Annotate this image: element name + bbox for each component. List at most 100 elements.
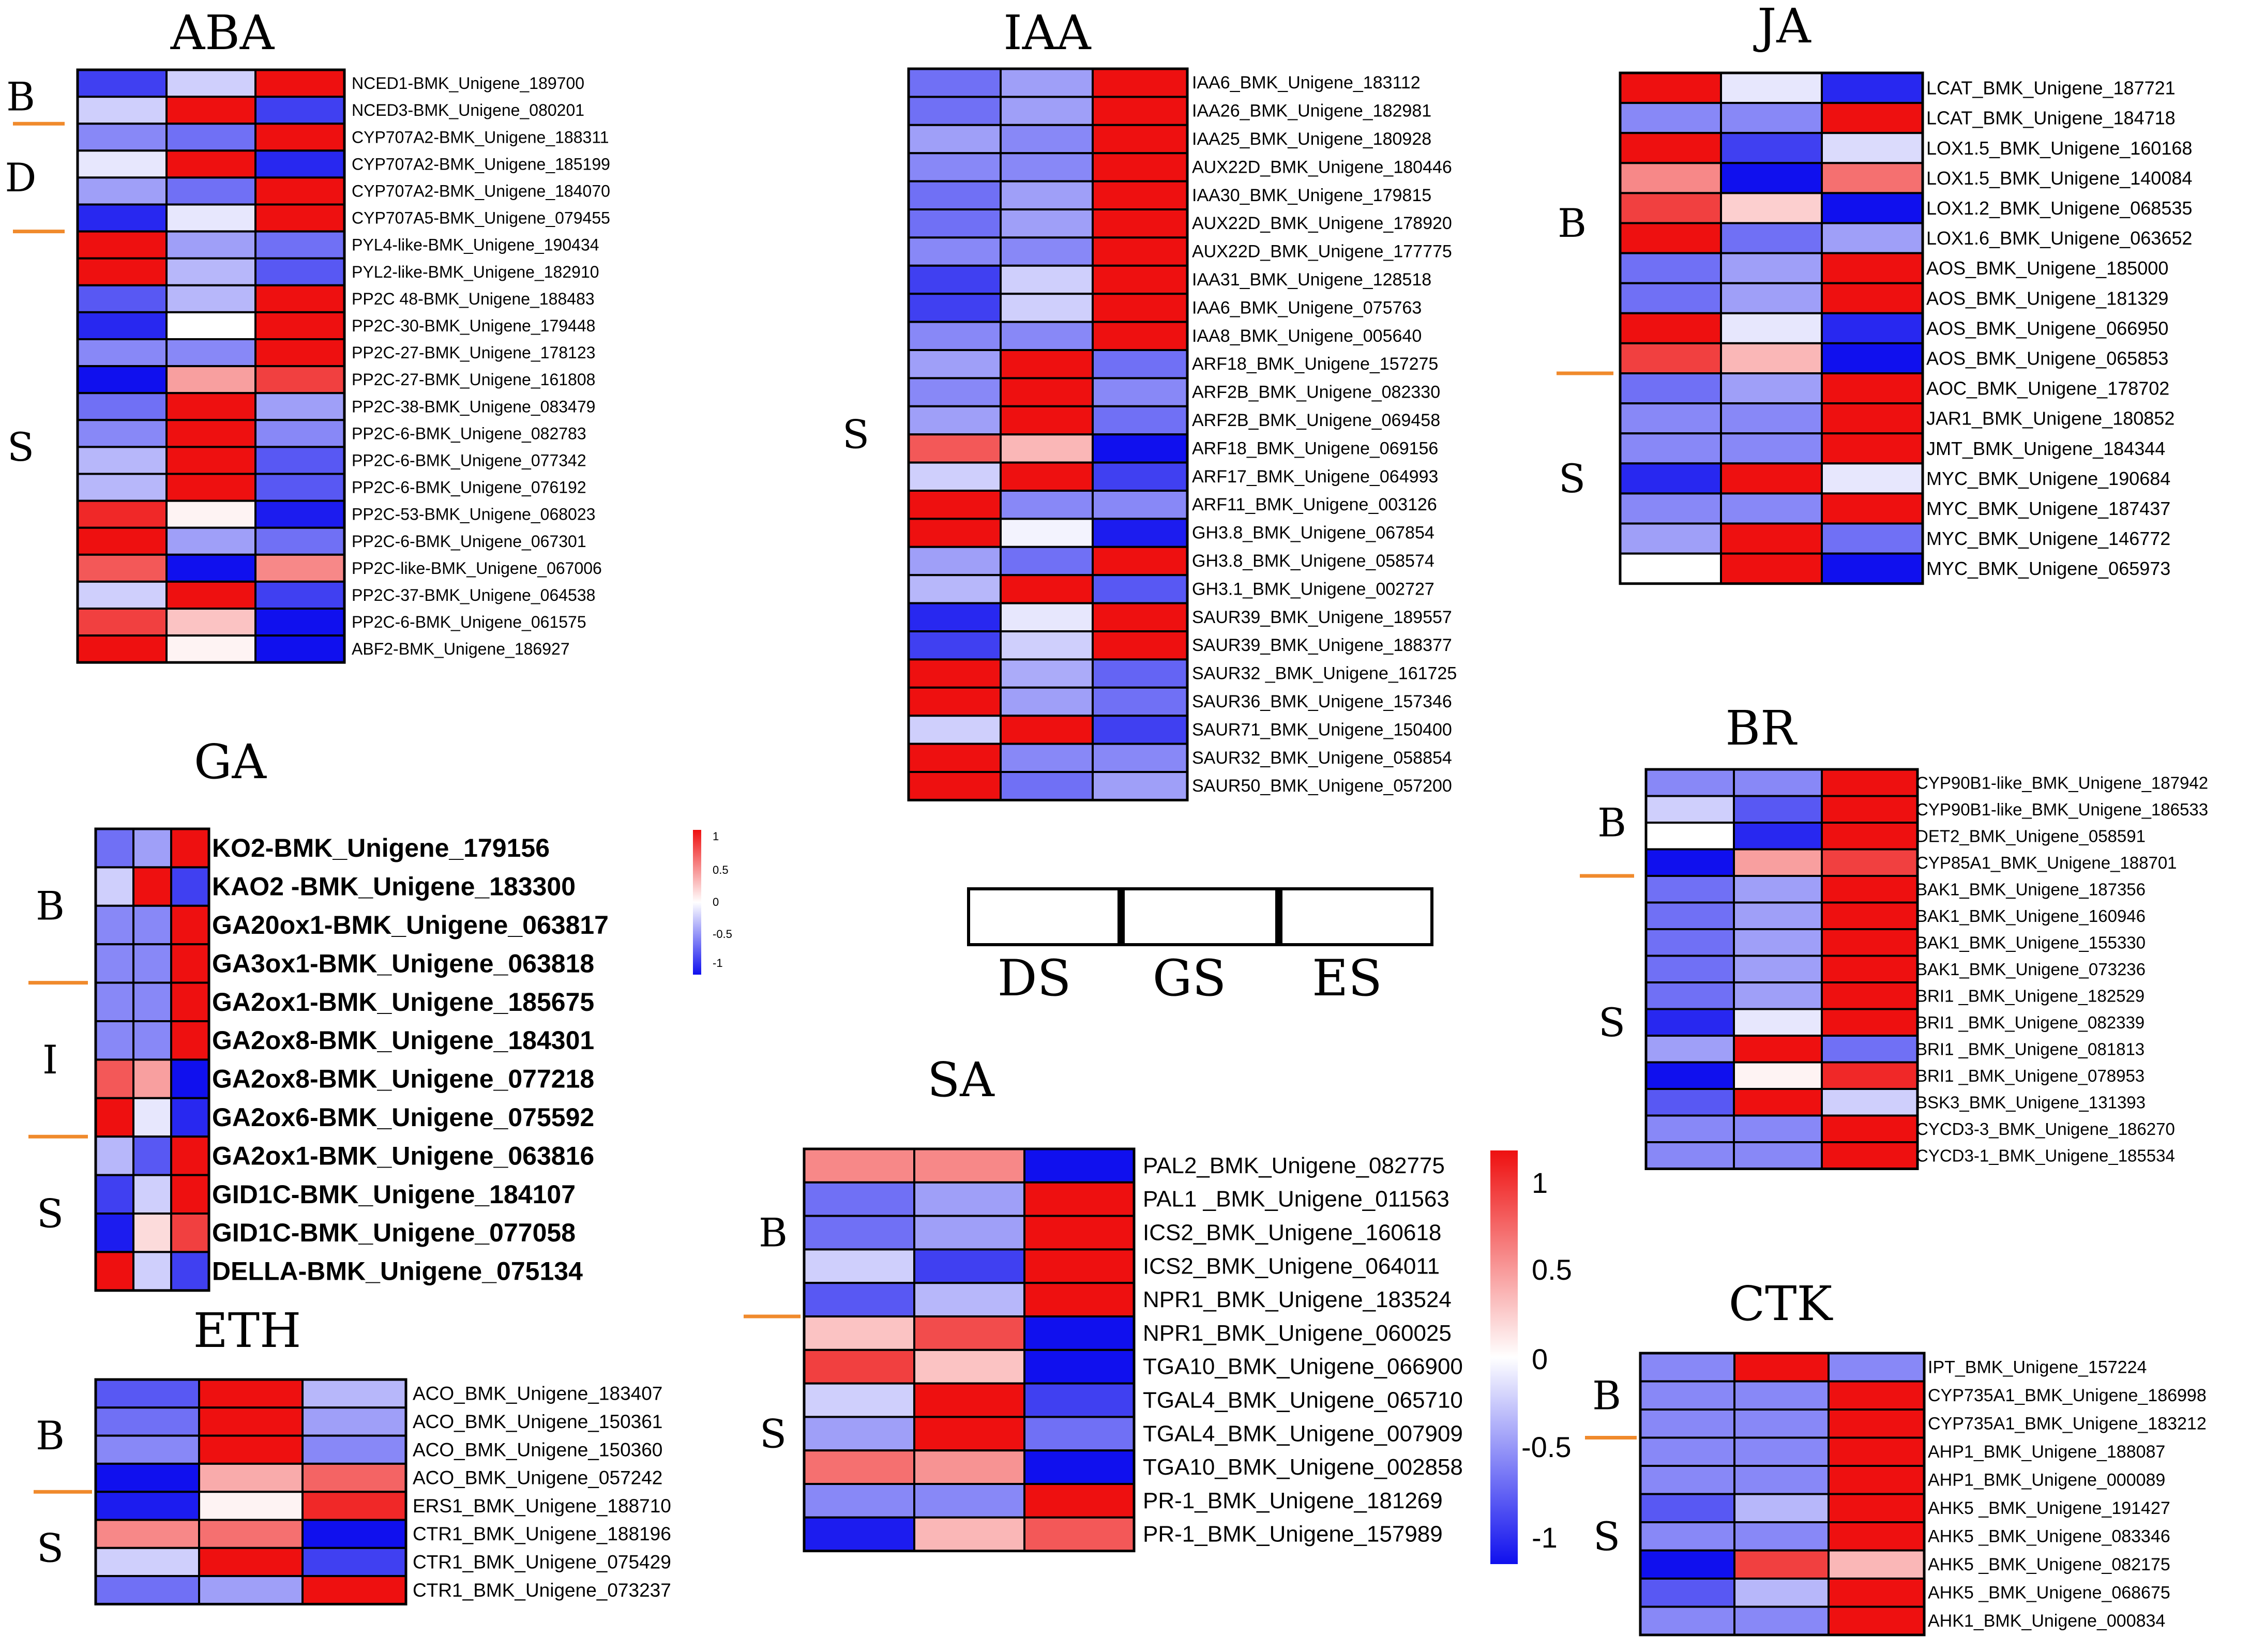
gene-label: ARF18_BMK_Unigene_157275 [1192, 354, 1438, 374]
heatmap-cell [254, 392, 345, 421]
heatmap-cell [1720, 522, 1823, 555]
heatmap-cell [170, 981, 210, 1022]
heatmap-cell [301, 1434, 407, 1465]
heatmap-cell [301, 1406, 407, 1437]
color-scale-small-bar [693, 830, 701, 975]
group-label: S [1593, 1513, 1620, 1559]
panel-title: ETH [193, 1303, 301, 1358]
heatmap-cell [77, 392, 168, 421]
gene-label: AHK5 _BMK_Unigene_083346 [1928, 1526, 2170, 1546]
gene-label: PP2C-like-BMK_Unigene_067006 [352, 559, 602, 578]
heatmap-cell [908, 630, 1002, 661]
stage-label-ds: DS [998, 949, 1071, 1007]
gene-label: ARF17_BMK_Unigene_064993 [1192, 467, 1438, 487]
heatmap-cell [1092, 321, 1188, 351]
gene-label: CTR1_BMK_Unigene_188196 [413, 1523, 671, 1544]
heatmap-cell [803, 1315, 915, 1351]
heatmap-cell [1000, 264, 1094, 295]
heatmap-cell [1092, 518, 1188, 548]
heatmap-ctk: CTK IPT_BMK_Unigene_157224 CYP735A1_BMK_Un… [1585, 1276, 2207, 1636]
heatmap-cell [170, 1097, 210, 1138]
heatmap-cell [1828, 1408, 1925, 1439]
heatmap-panels: ABA NCED1-BMK_Unigene_189700 NCED3-BMK_Uni… [5, 0, 2208, 1636]
group-label: B [36, 1413, 65, 1459]
heatmap-cell [1619, 72, 1722, 104]
stage-legend: DS GS ES [967, 887, 1433, 1007]
heatmap-cell [913, 1315, 1025, 1351]
gene-label: SAUR36_BMK_Unigene_157346 [1192, 692, 1452, 711]
gene-label: IAA8_BMK_Unigene_005640 [1192, 326, 1422, 346]
heatmap-cell [1023, 1416, 1135, 1452]
heatmap-cell [1092, 405, 1188, 436]
heatmap-cell [1639, 1352, 1735, 1383]
heatmap-cell [165, 176, 256, 206]
gene-label: ARF11_BMK_Unigene_003126 [1192, 495, 1437, 514]
gene-label: ACO_BMK_Unigene_057242 [413, 1467, 662, 1489]
gene-label: BRI1 _BMK_Unigene_182529 [1916, 986, 2145, 1005]
heatmap-cell [1821, 102, 1924, 134]
heatmap-cell [77, 526, 168, 556]
heatmap-cell [1092, 742, 1188, 773]
gene-label: CTR1_BMK_Unigene_075429 [413, 1551, 671, 1572]
color-scale-small-tick: 0 [713, 896, 719, 908]
heatmap-cell [1733, 1605, 1830, 1636]
gene-label: AHP1_BMK_Unigene_000089 [1928, 1470, 2165, 1490]
gene-label: GA2ox1-BMK_Unigene_063816 [212, 1141, 594, 1170]
heatmap-cell [908, 461, 1002, 492]
heatmap-cell [1821, 522, 1924, 555]
heatmap-cell [1092, 349, 1188, 380]
gene-label: ICS2_BMK_Unigene_160618 [1143, 1220, 1441, 1246]
gene-label: BRI1 _BMK_Unigene_078953 [1916, 1066, 2145, 1085]
gene-label: CTR1_BMK_Unigene_073237 [413, 1580, 671, 1601]
heatmap-cell [1645, 981, 1735, 1010]
heatmap-cell [132, 1213, 172, 1253]
heatmap-cell [165, 338, 256, 368]
panel-title: SA [927, 1052, 995, 1108]
heatmap-cell [1720, 552, 1823, 585]
heatmap-cell [301, 1378, 407, 1409]
heatmap-cell [95, 1135, 134, 1176]
panel-title: CTK [1729, 1276, 1834, 1331]
gene-label: AUX22D_BMK_Unigene_177775 [1192, 242, 1452, 262]
heatmap-cell [165, 634, 256, 664]
heatmap-cell [1619, 342, 1722, 375]
heatmap-frame [907, 67, 1189, 801]
gene-label: CYP85A1_BMK_Unigene_188701 [1916, 853, 2177, 872]
heatmap-cell [170, 828, 210, 869]
heatmap-cell [1023, 1483, 1135, 1519]
heatmap-cell [913, 1348, 1025, 1385]
heatmap-cell [1619, 222, 1722, 254]
heatmap-cell [1639, 1436, 1735, 1467]
heatmap-cell [1619, 372, 1722, 405]
gene-label: AOS_BMK_Unigene_181329 [1926, 287, 2168, 309]
heatmap-cell [803, 1148, 915, 1184]
gene-label: AHK5 _BMK_Unigene_191427 [1928, 1498, 2170, 1518]
heatmap-cell [1821, 342, 1924, 375]
heatmap-cell [77, 553, 168, 583]
heatmap-cell [77, 365, 168, 395]
heatmap-cell [1828, 1352, 1925, 1383]
heatmap-cell [1645, 1035, 1735, 1064]
gene-label: MYC_BMK_Unigene_190684 [1926, 468, 2170, 489]
heatmap-cell [1733, 1436, 1830, 1467]
heatmap-cell [77, 580, 168, 610]
gene-label: JMT_BMK_Unigene_184344 [1926, 438, 2165, 459]
gene-label: PP2C-6-BMK_Unigene_082783 [352, 424, 586, 443]
gene-label: CYCD3-3_BMK_Unigene_186270 [1916, 1119, 2175, 1139]
gene-label: BAK1_BMK_Unigene_160946 [1916, 906, 2146, 926]
heatmap-cell [254, 526, 345, 556]
gene-label: AHK1_BMK_Unigene_000834 [1928, 1611, 2165, 1631]
heatmap-frame [1619, 71, 1924, 585]
heatmap-cell [254, 419, 345, 448]
heatmap-cell [1821, 432, 1924, 465]
heatmap-cell [1733, 1088, 1823, 1117]
heatmap-cell [803, 1215, 915, 1251]
heatmap-cell [1023, 1148, 1135, 1184]
heatmap-cell [95, 1058, 134, 1099]
heatmap-cell [1092, 630, 1188, 661]
heatmap-cell [1000, 461, 1094, 492]
gene-label: NCED3-BMK_Unigene_080201 [352, 101, 584, 119]
color-scale-small-tick: -0.5 [713, 928, 732, 941]
heatmap-eth: ETH ACO_BMK_Unigene_183407 ACO_BMK_Unigene… [34, 1303, 671, 1605]
heatmap-cell [95, 1378, 200, 1409]
